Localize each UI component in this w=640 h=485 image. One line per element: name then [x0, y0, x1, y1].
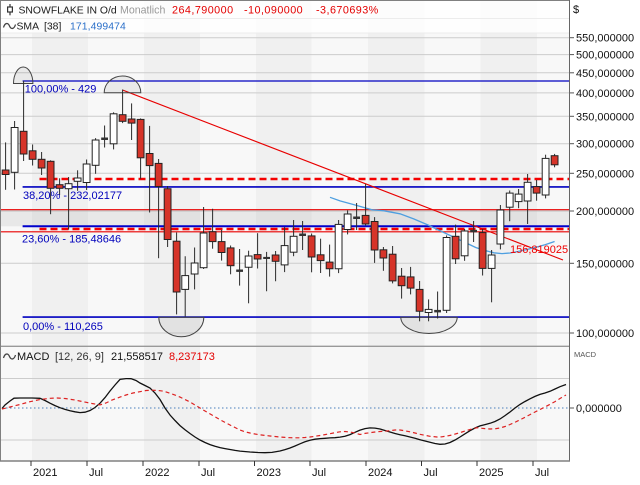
svg-text:250,000000: 250,000000	[576, 168, 634, 180]
svg-text:23,60% - 185,48646: 23,60% - 185,48646	[22, 234, 121, 246]
svg-text:0,00% - 110,265: 0,00% - 110,265	[23, 321, 103, 333]
svg-text:156,819025: 156,819025	[510, 244, 568, 256]
svg-text:SMA: SMA	[17, 22, 40, 33]
svg-text:350,000000: 350,000000	[576, 111, 634, 123]
svg-text:2023: 2023	[257, 467, 281, 479]
svg-text:Jul: Jul	[424, 467, 438, 479]
svg-text:-3,670693%: -3,670693%	[316, 5, 379, 17]
svg-text:8,237173: 8,237173	[169, 351, 215, 363]
svg-text:Jul: Jul	[535, 467, 549, 479]
svg-text:[38]: [38]	[44, 22, 61, 33]
svg-text:400,000000: 400,000000	[576, 88, 634, 100]
svg-text:550,000000: 550,000000	[576, 33, 634, 45]
svg-text:Monatlich: Monatlich	[120, 5, 165, 17]
svg-text:$: $	[573, 4, 579, 16]
svg-text:150,000000: 150,000000	[576, 258, 634, 270]
svg-text:2024: 2024	[368, 467, 392, 479]
svg-text:2022: 2022	[145, 467, 169, 479]
svg-text:500,000000: 500,000000	[576, 50, 634, 62]
svg-text:-10,090000: -10,090000	[244, 5, 303, 17]
svg-text:38,20% - 232,02177: 38,20% - 232,02177	[23, 190, 122, 202]
svg-text:100,00% - 429: 100,00% - 429	[25, 84, 97, 96]
svg-text:Jul: Jul	[201, 467, 215, 479]
svg-text:300,000000: 300,000000	[576, 139, 634, 151]
svg-text:0,000000: 0,000000	[576, 403, 622, 415]
svg-text:264,790000: 264,790000	[172, 5, 234, 17]
svg-text:[12, 26, 9]: [12, 26, 9]	[55, 351, 104, 363]
svg-text:Jul: Jul	[312, 467, 326, 479]
svg-text:MACD: MACD	[574, 350, 597, 359]
svg-text:100,000000: 100,000000	[576, 328, 634, 340]
svg-text:21,558517: 21,558517	[111, 351, 163, 363]
svg-text:200,000000: 200,000000	[576, 206, 634, 218]
svg-text:Jul: Jul	[89, 467, 103, 479]
svg-text:450,000000: 450,000000	[576, 68, 634, 80]
svg-text:2021: 2021	[33, 467, 57, 479]
svg-text:171,499474: 171,499474	[70, 22, 126, 33]
svg-text:2025: 2025	[479, 467, 503, 479]
svg-text:SNOWFLAKE IN O/d: SNOWFLAKE IN O/d	[19, 6, 117, 17]
svg-text:MACD: MACD	[17, 351, 49, 363]
